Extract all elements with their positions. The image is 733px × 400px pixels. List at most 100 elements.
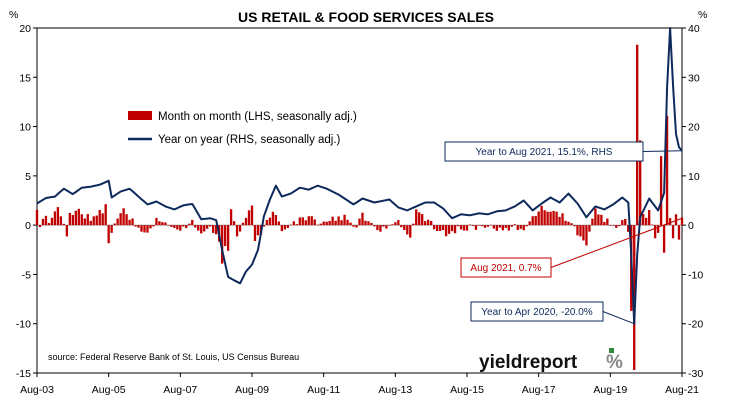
left-tick-label-0: -15	[16, 368, 31, 380]
plot-area-frame	[36, 27, 683, 374]
mom-bar-2	[41, 218, 45, 226]
mom-bar-211	[665, 115, 669, 226]
mom-bar-188	[597, 214, 600, 226]
mom-bar-156	[501, 225, 504, 231]
right-tick-label-3: 0	[688, 220, 694, 232]
annotation-text-2: Year to Apr 2020, -20.0%	[481, 307, 592, 318]
x-tick-label-6: Aug-15	[450, 384, 484, 396]
mom-bar-173	[552, 210, 555, 226]
legend-swatch-mom	[128, 111, 152, 120]
mom-bar-142	[459, 225, 463, 230]
mom-bar-69	[241, 222, 245, 226]
x-tick-label-9: Aug-21	[665, 384, 699, 396]
mom-bar-73	[253, 225, 257, 242]
mom-bar-200	[633, 225, 636, 371]
mom-bar-110	[364, 220, 367, 226]
mom-bar-66	[232, 221, 236, 226]
mom-bar-30	[125, 214, 128, 226]
mom-bar-29	[122, 208, 125, 226]
left-axis-unit: %	[9, 9, 18, 21]
x-tick-label-1: Aug-05	[92, 384, 126, 396]
mom-bar-40	[155, 217, 158, 226]
mom-bar-37	[146, 225, 149, 233]
right-axis-ticks: -30 -20 -10 0 10 20 30 40	[682, 23, 703, 380]
mom-bar-26	[113, 223, 116, 226]
mom-bar-78	[268, 217, 272, 226]
mom-bar-45	[170, 225, 173, 227]
mom-bar-144	[465, 225, 469, 231]
mom-bar-0	[35, 209, 39, 226]
mom-bar-111	[367, 221, 370, 226]
mom-bar-184	[585, 225, 588, 246]
mom-bar-67	[235, 225, 239, 237]
mom-bar-119	[391, 224, 394, 226]
mom-bar-16	[83, 218, 86, 226]
mom-bar-44	[167, 225, 170, 226]
mom-bar-157	[504, 225, 507, 228]
mom-bar-87	[295, 224, 298, 226]
right-tick-label-1: -20	[688, 319, 703, 331]
mom-bar-108	[358, 218, 361, 226]
annotation-box-2	[470, 301, 604, 322]
mom-bar-93	[313, 219, 316, 226]
mom-bar-94	[316, 224, 319, 226]
mom-bar-116	[382, 225, 385, 227]
mom-bar-161	[516, 225, 519, 230]
mom-bar-8	[59, 216, 63, 226]
x-tick-label-3: Aug-09	[235, 384, 269, 396]
mom-bar-125	[409, 225, 412, 238]
mom-bar-80	[274, 215, 278, 226]
mom-bar-4	[47, 223, 51, 226]
mom-bar-35	[140, 225, 143, 232]
x-axis-ticks: Aug-03 Aug-05 Aug-07 Aug-09 Aug-11 Aug-13 Aug-…	[20, 373, 699, 396]
mom-bar-21	[98, 209, 101, 226]
mom-bar-203	[642, 214, 645, 226]
mom-bar-99	[331, 216, 334, 226]
mom-bar-105	[349, 222, 352, 226]
mom-bar-82	[280, 225, 284, 232]
mom-bar-103	[343, 214, 346, 226]
mom-bar-88	[298, 217, 301, 226]
mom-bar-39	[152, 225, 155, 227]
mom-bar-210	[662, 225, 666, 253]
legend: Month on month (LHS, seasonally adj.) Ye…	[128, 111, 357, 146]
mom-bar-107	[355, 225, 358, 228]
logo-wordmark: yieldreport	[479, 352, 578, 373]
mom-bar-165	[528, 221, 531, 226]
mom-bar-204	[645, 217, 648, 226]
mom-bar-197	[624, 219, 627, 226]
mom-bar-191	[606, 218, 609, 226]
left-tick-label-6: 15	[19, 72, 31, 84]
yoy-line-series	[36, 27, 683, 325]
source-note: source: Federal Reserve Bank of St. Loui…	[48, 352, 299, 362]
mom-bar-13	[74, 210, 77, 226]
mom-bar-163	[522, 225, 525, 231]
mom-bar-146	[471, 225, 475, 226]
mom-bar-101	[337, 216, 340, 226]
mom-bar-178	[567, 221, 570, 226]
annotation-leader-0	[642, 150, 683, 152]
mom-bar-136	[441, 225, 445, 231]
mom-bar-68	[238, 225, 242, 232]
mom-bar-112	[370, 222, 373, 226]
annotation-text-0: Year to Aug 2021, 15.1%, RHS	[476, 147, 613, 158]
mom-bar-212	[668, 218, 672, 226]
mom-bar-190	[603, 221, 606, 226]
mom-bar-202	[639, 140, 642, 226]
mom-bar-124	[406, 225, 409, 235]
mom-bar-34	[137, 225, 140, 228]
mom-bar-195	[618, 225, 621, 227]
mom-bar-10	[65, 225, 69, 237]
mom-bar-28	[119, 213, 122, 226]
mom-bar-19	[92, 216, 95, 226]
legend-label-yoy: Year on year (RHS, seasonally adj.)	[158, 134, 341, 146]
mom-bar-74	[256, 225, 260, 236]
left-tick-label-3: 0	[25, 220, 31, 232]
mom-bar-155	[498, 225, 502, 228]
left-tick-label-4: 5	[25, 171, 31, 183]
mom-bar-91	[307, 216, 310, 226]
mom-bar-151	[486, 225, 490, 227]
mom-bar-138	[447, 225, 451, 234]
mom-bar-38	[149, 225, 152, 229]
mom-bar-18	[89, 220, 92, 226]
